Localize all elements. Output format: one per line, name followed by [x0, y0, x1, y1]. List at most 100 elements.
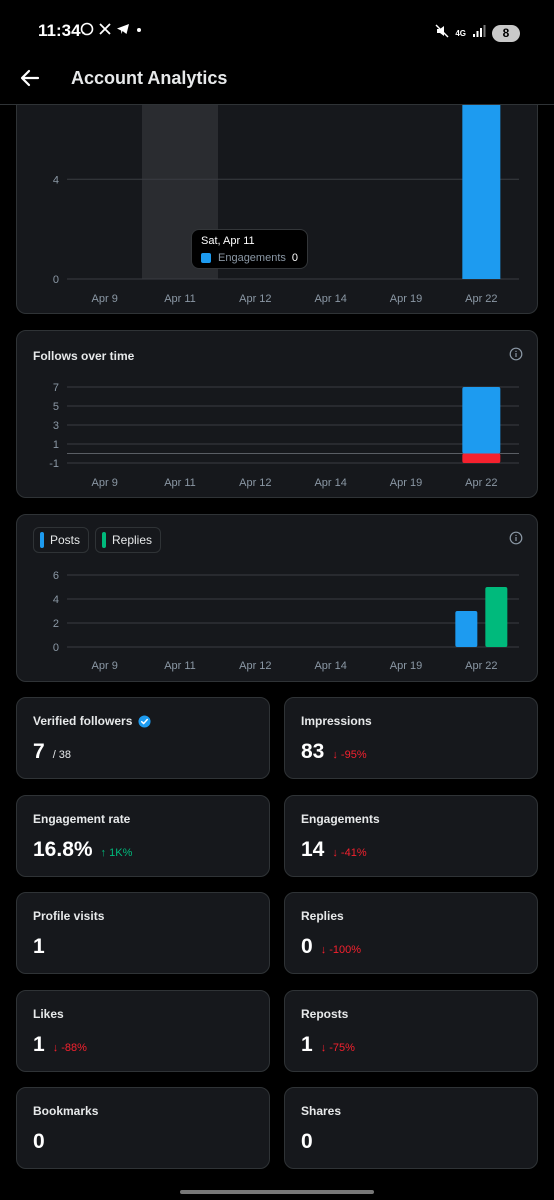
stat-value: 7 [33, 740, 45, 763]
stat-label-row: Reposts [301, 1007, 348, 1021]
y-tick-label: 0 [53, 274, 59, 286]
x-tick-label: Apr 11 [164, 293, 196, 305]
stat-label-row: Verified followers [33, 714, 151, 728]
stat-card[interactable]: Engagement rate 16.8% ↑ 1K% [16, 795, 270, 877]
legend-posts[interactable]: Posts [33, 527, 90, 553]
x-tick-label: Apr 9 [92, 477, 118, 489]
stat-value-row: 1 ↓ -88% [33, 1033, 87, 1057]
stat-card[interactable]: Engagements 14 ↓ -41% [284, 795, 538, 877]
stat-label-row: Shares [301, 1104, 341, 1118]
stat-card[interactable]: Profile visits 1 [16, 892, 270, 974]
stat-label-row: Engagements [301, 812, 380, 826]
replies-swatch [102, 532, 106, 548]
mute-icon [435, 22, 449, 44]
delta-down-badge: ↓ -100% [321, 944, 361, 956]
y-tick-label: 5 [53, 401, 59, 413]
stat-label: Engagement rate [33, 812, 131, 826]
info-icon[interactable] [509, 531, 523, 545]
info-icon[interactable] [509, 347, 523, 361]
stat-card[interactable]: Impressions 83 ↓ -95% [284, 697, 538, 779]
stat-label: Profile visits [33, 909, 105, 923]
stat-value-row: 7 / 38 [33, 740, 71, 764]
x-tick-label: Apr 11 [164, 660, 196, 672]
engagements-chart: 0 4 Apr 9 Apr 11 Apr 12 Apr 14 Apr 19 Apr 22 [53, 104, 519, 305]
stat-label: Bookmarks [33, 1104, 99, 1118]
home-indicator [180, 1190, 374, 1194]
x-tick-label: Apr 11 [164, 477, 196, 489]
delta-down-badge: ↓ -41% [332, 847, 366, 859]
tooltip-swatch [201, 253, 211, 263]
x-tick-label: Apr 19 [390, 477, 422, 489]
stat-card[interactable]: Replies 0 ↓ -100% [284, 892, 538, 974]
stat-label-row: Replies [301, 909, 344, 923]
chart-tooltip: Sat, Apr 11 Engagements 0 [191, 229, 308, 269]
y-tick-label: 3 [53, 420, 59, 432]
tooltip-series-label: Engagements [218, 252, 286, 264]
bar [485, 587, 508, 647]
whatsapp-icon [80, 20, 94, 42]
stat-value-row: 14 ↓ -41% [301, 838, 367, 862]
stat-card[interactable]: Reposts 1 ↓ -75% [284, 990, 538, 1072]
stat-value-row: 83 ↓ -95% [301, 740, 367, 764]
stat-value: 83 [301, 740, 325, 763]
stat-value: 14 [301, 838, 325, 861]
posts-swatch [40, 532, 44, 548]
y-tick-label: 7 [53, 382, 59, 394]
y-tick-label: 1 [53, 439, 59, 451]
stat-value-row: 16.8% ↑ 1K% [33, 838, 132, 862]
delta-value: -100% [329, 944, 362, 956]
stat-value-row: 0 [301, 1130, 313, 1154]
stat-card[interactable]: Verified followers 7 / 38 [16, 697, 270, 779]
stat-label: Shares [301, 1104, 342, 1118]
bar [462, 104, 501, 279]
stat-card[interactable]: Likes 1 ↓ -88% [16, 990, 270, 1072]
x-tick-label: Apr 14 [314, 477, 346, 489]
delta-value: -75% [329, 1042, 355, 1054]
posts-replies-chart: 6 4 2 0 Apr 9 Apr 11 Apr 12 Apr 14 Apr 19 Apr 22 [53, 570, 519, 672]
arrow-down-icon: ↓ [52, 1042, 62, 1054]
legend-replies[interactable]: Replies [95, 527, 162, 553]
stat-label-row: Engagement rate [33, 812, 130, 826]
tooltip-date: Sat, Apr 11 [201, 235, 255, 247]
delta-down-badge: ↓ -88% [53, 1042, 87, 1054]
stat-label-row: Impressions [301, 714, 372, 728]
stat-label: Engagements [301, 812, 380, 826]
stat-label-row: Likes [33, 1007, 64, 1021]
stat-card[interactable]: Bookmarks 0 [16, 1087, 270, 1169]
y-tick-label: -1 [49, 458, 59, 470]
y-tick-label: 6 [53, 570, 59, 582]
network-4g-icon: 4G [455, 28, 466, 38]
back-button[interactable] [18, 66, 42, 90]
stat-value: 1 [33, 1033, 45, 1056]
follows-chart-title: Follows over time [33, 349, 135, 363]
stat-value: 1 [33, 935, 45, 958]
delta-value: -41% [340, 847, 367, 859]
stat-label-row: Bookmarks [33, 1104, 98, 1118]
stat-value: 0 [33, 1130, 45, 1153]
y-tick-label: 4 [53, 594, 59, 606]
x-tick-label: Apr 14 [314, 293, 346, 305]
delta-down-badge: ↓ -95% [332, 749, 366, 761]
bar [455, 611, 478, 647]
x-icon [98, 20, 112, 42]
stat-card[interactable]: Shares 0 [284, 1087, 538, 1169]
arrow-up-icon: ↑ [100, 847, 110, 859]
stat-value: 16.8% [33, 838, 93, 861]
stat-value-row: 0 [33, 1130, 45, 1154]
stat-value-row: 1 [33, 935, 45, 959]
stat-label-row: Profile visits [33, 909, 104, 923]
telegram-icon [116, 20, 130, 42]
legend-replies-label: Replies [112, 533, 153, 547]
stat-label: Impressions [301, 714, 372, 728]
x-tick-label: Apr 19 [390, 660, 422, 672]
follows-chart: 7 5 3 1 -1 Apr 9 Apr 11 Apr 12 Apr 14 Apr 19 Apr 2… [49, 382, 519, 489]
arrow-down-icon: ↓ [320, 1042, 330, 1054]
stat-value: 0 [301, 935, 313, 958]
follows-chart-card: Follows over time 7 5 3 1 -1 Apr 9 Apr 11 Apr 1… [16, 330, 538, 498]
posts-replies-chart-card: Posts Replies 6 4 2 0 Apr 9 Apr 11 Apr 12 Apr 1… [16, 514, 538, 682]
stat-value: 1 [301, 1033, 313, 1056]
stat-total: / 38 [52, 749, 72, 761]
bar [462, 387, 501, 454]
engagements-chart-card: 0 4 Apr 9 Apr 11 Apr 12 Apr 14 Apr 19 Apr 22 Sa… [16, 80, 538, 314]
delta-value: 1K% [109, 847, 133, 859]
